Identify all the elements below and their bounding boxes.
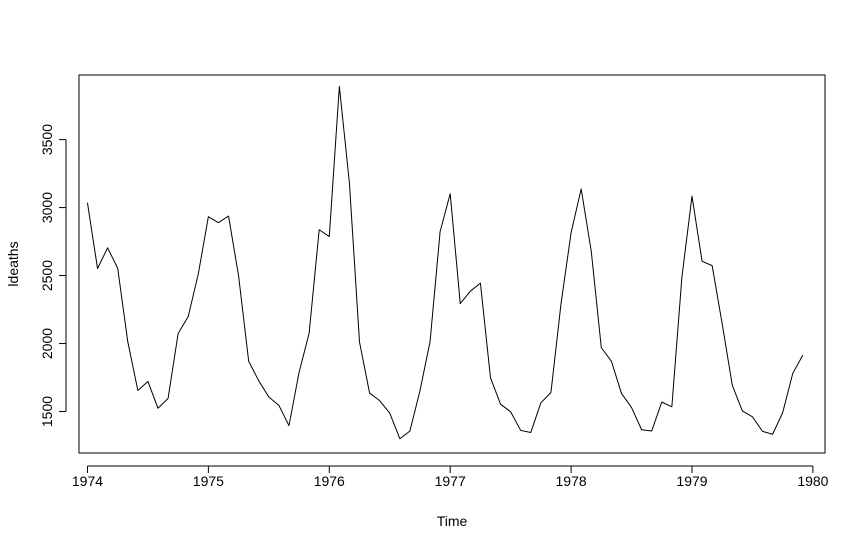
- series-line: [86, 85, 804, 440]
- x-axis-label: Time: [437, 513, 468, 529]
- y-tick-label: 1500: [39, 396, 55, 427]
- x-tick-label: 1974: [72, 473, 103, 489]
- y-axis-label: ldeaths: [5, 241, 21, 286]
- y-tick-label: 3500: [39, 124, 55, 155]
- x-tick-label: 1975: [193, 473, 224, 489]
- x-tick-label: 1977: [435, 473, 466, 489]
- x-tick-label: 1980: [797, 473, 828, 489]
- plot-box: [78, 74, 826, 454]
- y-tick-label: 2000: [39, 328, 55, 359]
- series-layer: [86, 85, 804, 440]
- x-tick-label: 1978: [556, 473, 587, 489]
- y-axis: 1500 2000 2500 3000 3500: [39, 124, 67, 427]
- y-tick-label: 3000: [39, 192, 55, 223]
- x-tick-label: 1976: [314, 473, 345, 489]
- x-tick-label: 1979: [676, 473, 707, 489]
- y-tick-label: 2500: [39, 260, 55, 291]
- x-axis: 1974 1975 1976 1977 1978 1979 1980: [72, 465, 829, 489]
